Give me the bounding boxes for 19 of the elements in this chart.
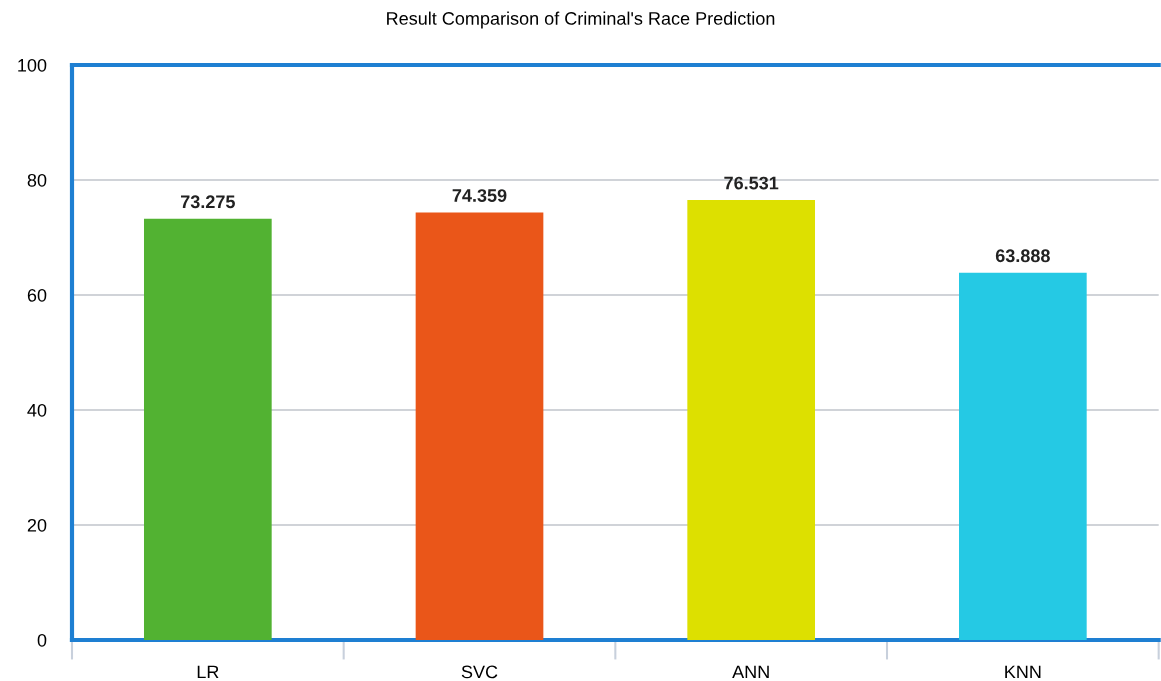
bar: [415, 212, 544, 640]
data-label: 73.275: [181, 195, 235, 209]
y-tick-label: 80: [27, 173, 47, 187]
data-label: 74.359: [452, 189, 507, 202]
data-label: 63.888: [995, 249, 1050, 263]
bar: [687, 199, 816, 640]
data-label: 76.531: [724, 176, 779, 190]
x-tick-label: LR: [197, 665, 219, 679]
y-tick-label: 40: [27, 403, 47, 417]
y-tick-label: 100: [18, 58, 47, 72]
x-tick-label: SVC: [461, 665, 498, 679]
bar: [959, 272, 1087, 640]
x-tick-label: KNN: [1005, 665, 1041, 679]
y-tick-label: 20: [27, 518, 47, 532]
x-tick-label: ANN: [732, 665, 769, 679]
y-tick-label: 60: [27, 288, 47, 302]
chart-title: Result Comparison of Criminal's Race Prediction: [387, 11, 775, 29]
y-tick-label: 0: [37, 633, 47, 647]
bar: [143, 218, 272, 640]
